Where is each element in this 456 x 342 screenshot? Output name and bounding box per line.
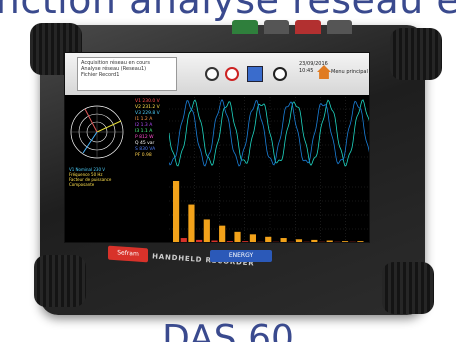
reading-line: P 812 W	[135, 135, 154, 140]
bumper-bottom-left	[34, 255, 86, 307]
harmonic-bar	[295, 239, 303, 242]
waveform-trace	[169, 99, 369, 167]
harmonics-plot	[169, 173, 369, 242]
harmonic-bar	[280, 238, 287, 242]
harmonic-bar	[265, 236, 272, 242]
reading-line: I1 1.2 A	[135, 117, 153, 122]
screen-toolbar: Acquisition réseau en cours Analyse rése…	[65, 53, 369, 95]
harmonic-bar	[341, 241, 349, 242]
legend-line: Composante	[69, 182, 95, 187]
harmonic-bar	[173, 181, 180, 242]
brand-plate: Sefram	[108, 245, 148, 263]
harmonic-bar	[180, 238, 187, 242]
harmonic-bar	[357, 241, 364, 242]
waveform-plot	[169, 97, 369, 169]
harmonic-bar	[272, 241, 280, 242]
connector-green	[232, 20, 258, 34]
home-icon[interactable]	[317, 65, 331, 79]
harmonic-bar	[219, 225, 226, 242]
settings-icon[interactable]	[273, 67, 287, 81]
harmonic-bar	[257, 241, 264, 242]
harmonic-bar	[326, 240, 333, 242]
harmonic-bar	[196, 239, 203, 242]
record-icon[interactable]	[225, 67, 239, 81]
reading-line: S 830 VA	[135, 147, 156, 152]
reading-line: I2 1.3 A	[135, 123, 153, 128]
play-icon[interactable]	[205, 67, 219, 81]
vector-diagram	[69, 101, 125, 163]
harmonic-bar	[234, 231, 241, 242]
legend-line: Fréquence 50 Hz	[69, 172, 103, 177]
reading-line: I3 1.1 A	[135, 129, 153, 134]
main-menu-label[interactable]: Menu principal	[331, 69, 368, 75]
legend-line: Facteur de puissance	[69, 177, 112, 182]
connector-red	[295, 20, 321, 34]
reading-line: V3 229.8 V	[135, 111, 160, 116]
bumper-top-right	[390, 28, 442, 80]
legend-line: V1 Nominal 230 V	[69, 167, 106, 172]
headline: nction analyse réseau e	[0, 0, 456, 22]
harmonic-bar	[318, 241, 326, 242]
energy-badge: ENERGY	[210, 250, 272, 262]
reading-line: V1 230.0 V	[135, 99, 160, 104]
measurement-legend: V1 Nominal 230 V Fréquence 50 Hz Facteur d…	[69, 167, 135, 197]
info-line: Fichier Record1	[81, 72, 120, 78]
harmonic-bar	[349, 241, 356, 242]
harmonic-bar	[211, 240, 218, 242]
harmonic-bar	[249, 234, 256, 242]
acquisition-info: Acquisition réseau en cours Analyse rése…	[77, 57, 177, 91]
top-connectors	[232, 20, 352, 34]
reading-line: V2 231.2 V	[135, 105, 160, 110]
reading-line: Q 45 var	[135, 141, 155, 146]
harmonic-bar	[311, 239, 318, 242]
device-screen[interactable]: Acquisition réseau en cours Analyse rése…	[64, 52, 370, 243]
harmonic-bar	[303, 241, 310, 242]
harmonic-bar	[242, 241, 249, 242]
time-text: 10:45	[299, 68, 314, 74]
date-text: 23/09/2016	[299, 61, 328, 67]
save-icon[interactable]	[247, 66, 263, 82]
harmonic-bar	[226, 241, 233, 242]
harmonic-bar	[288, 241, 295, 242]
harmonic-bar	[334, 241, 341, 242]
info-line: Analyse réseau (Reseau1)	[81, 66, 147, 72]
bumper-bottom-right	[382, 262, 434, 314]
harmonic-bar	[188, 204, 195, 242]
product-name: DAS 60	[162, 318, 294, 342]
measurement-readings: V1 230.0 V V2 231.2 V V3 229.8 V I1 1.2 A I2…	[135, 99, 165, 169]
connector-gray	[326, 20, 352, 34]
waveform-trace	[169, 99, 369, 167]
info-line: Acquisition réseau en cours	[81, 60, 150, 66]
datetime: 23/09/2016 10:45	[299, 61, 328, 75]
reading-line: PF 0.98	[135, 153, 152, 158]
connector-gray	[263, 20, 289, 34]
harmonic-bar	[203, 219, 210, 242]
